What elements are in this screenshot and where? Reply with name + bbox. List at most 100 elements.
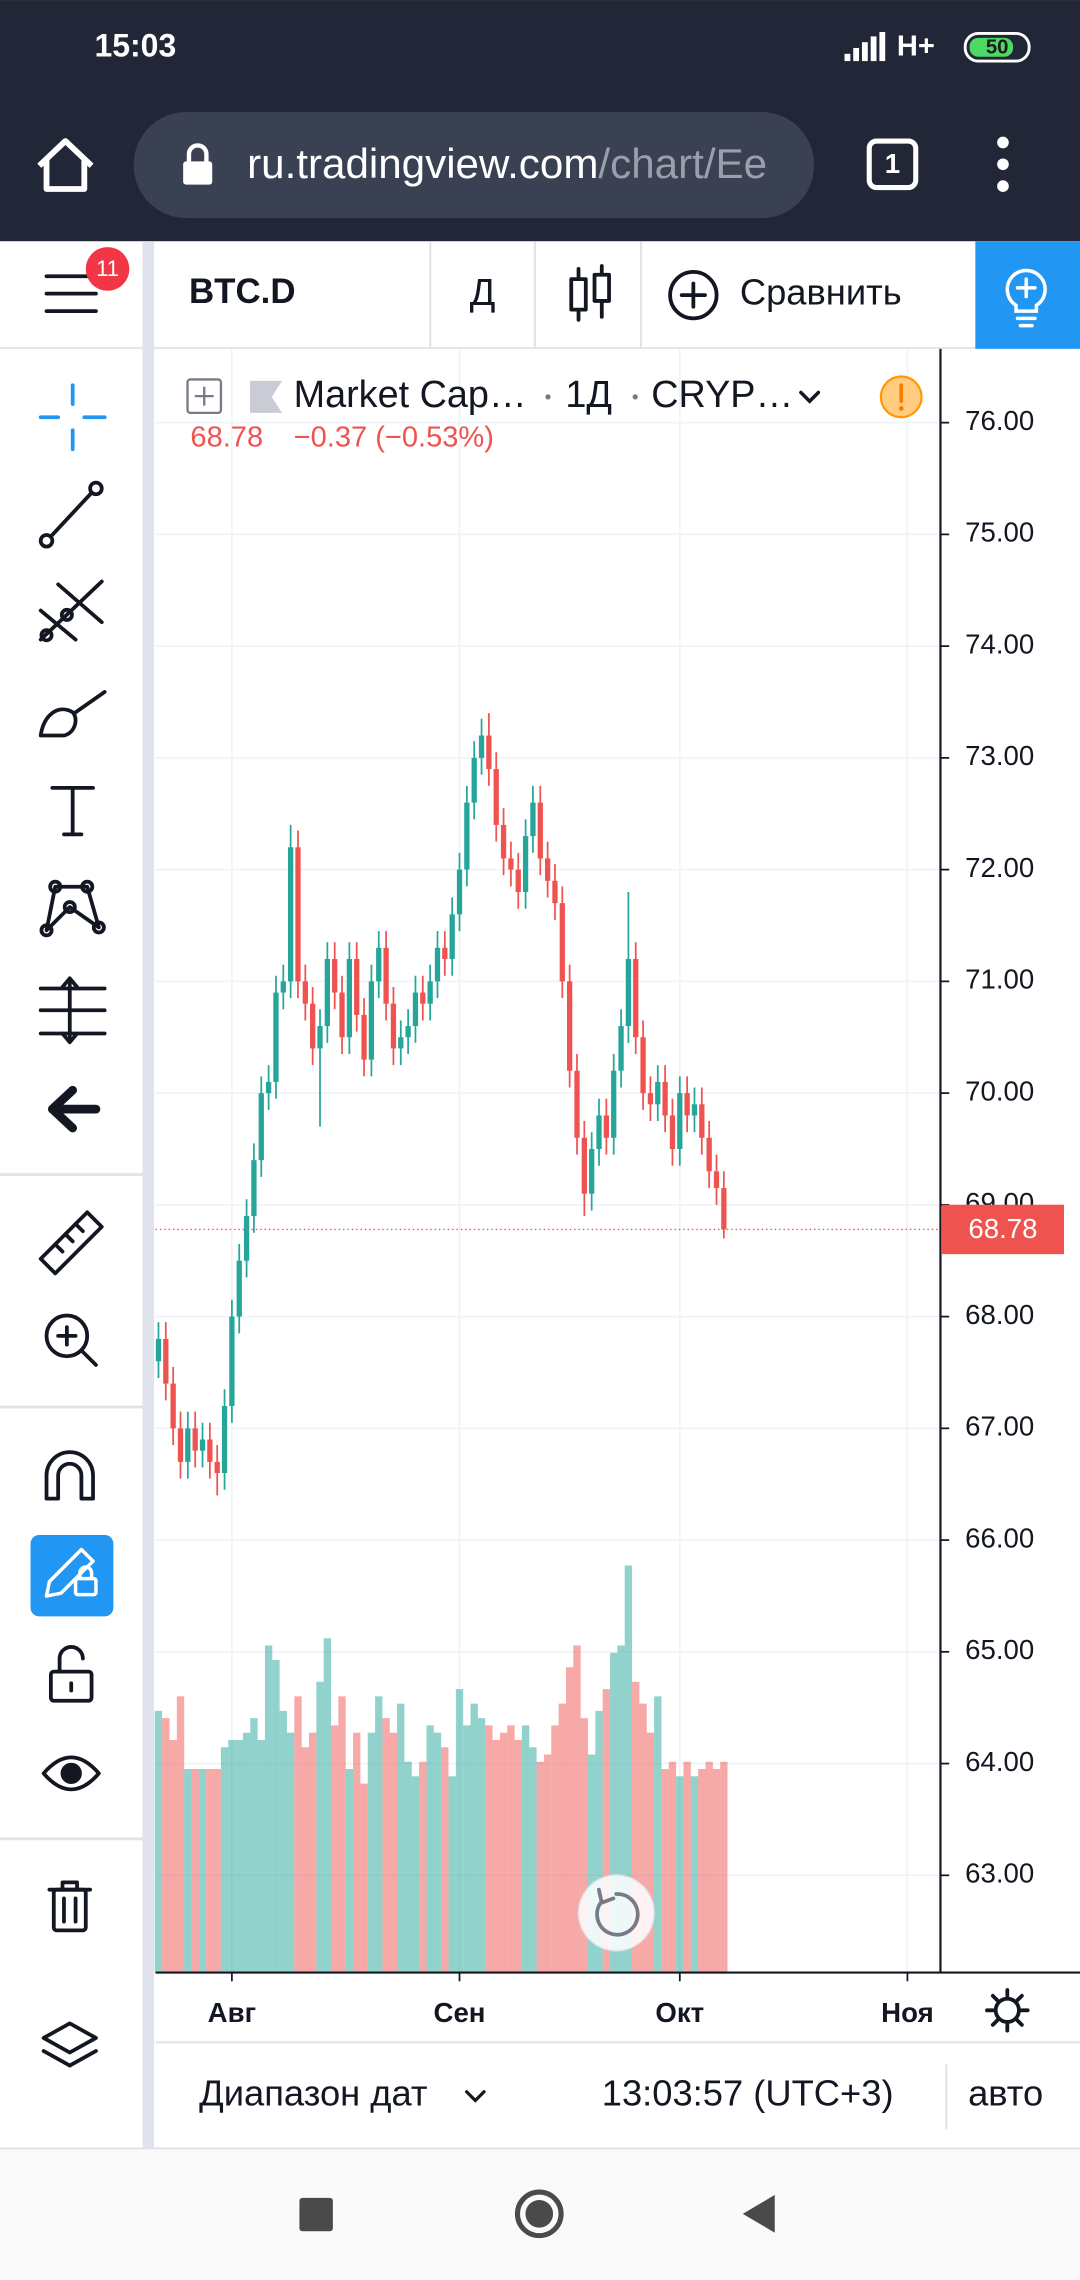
hide-toolbar-button[interactable] [47,1085,101,1133]
volume-bar [720,1761,728,1973]
network-type: H+ [897,31,935,63]
interval-button[interactable]: Д [470,272,496,314]
volume-bar [294,1696,302,1973]
candle-body [647,1093,654,1105]
nav-home[interactable] [514,2189,564,2239]
volume-bar [301,1747,309,1973]
volume-bar [382,1718,390,1973]
symbol[interactable]: BTC.D [189,272,296,311]
candle-body [662,1081,668,1116]
candle-body [721,1188,727,1230]
candle-body [464,802,470,870]
chart-style-button[interactable] [569,264,611,322]
crosshair-tool[interactable] [38,383,107,452]
candle-body [691,1104,698,1116]
stay-in-drawing-mode[interactable] [30,1535,114,1617]
legend-dot [545,394,551,400]
legend-chevron[interactable] [799,390,821,404]
home-button[interactable] [37,138,94,192]
top-toolbar [0,241,1080,349]
plot: 76.0075.0074.0073.0072.0071.0070.0069.00… [154,348,1034,2028]
volume-bar [191,1769,199,1973]
legend-flag [250,380,282,413]
compare-button[interactable]: Сравнить [740,272,902,313]
candle-body [295,847,301,982]
pattern-tool[interactable] [39,879,106,938]
candle-body [412,992,419,1027]
volume-bar [286,1732,295,1973]
volume-bar [198,1769,207,1973]
legend-last-value: 68.78 [190,422,263,454]
nav-back[interactable] [742,2194,775,2233]
volume-bar [323,1638,332,1973]
candle-body [574,1070,580,1138]
y-tick-label: 63.00 [965,1858,1034,1889]
candle-body [669,1115,676,1149]
volume-bar [558,1703,566,1973]
volume-bar [654,1696,662,1973]
candle-body [471,757,477,803]
legend-change: −0.37 (−0.53%) [294,422,494,454]
volume-bar [441,1747,449,1973]
legend-interval: 1Д [565,374,612,416]
volume-bar [536,1761,544,1973]
x-tick-label: Сен [434,1997,486,2028]
candle-body [192,1428,198,1451]
url-bar[interactable] [133,111,814,219]
volume-bar [521,1725,530,1973]
volume-bar [154,1710,163,1973]
volume-bar [610,1652,618,1973]
candle-body [706,1137,712,1172]
text-tool[interactable] [50,785,95,837]
volume-bar [551,1725,559,1973]
menu-button[interactable] [997,136,1009,192]
nav-recents[interactable] [299,2197,333,2232]
ruler-tool[interactable] [38,1210,104,1276]
volume-bar [316,1681,324,1973]
settings-button[interactable] [985,1988,1030,2033]
volume-bar [712,1769,721,1973]
volume-bar [411,1776,420,1973]
remove-tool[interactable] [47,1880,93,1933]
candle-body [332,959,338,993]
volume-bar [661,1769,669,1973]
volume-bar [213,1769,221,1973]
y-tick-label: 66.00 [965,1522,1034,1553]
notification-count: 11 [96,256,119,281]
reset-chart-button[interactable] [577,1874,655,1952]
candle-body [552,880,558,904]
brush-tool[interactable] [38,690,107,738]
fib-tool[interactable] [38,579,104,643]
date-range-button[interactable]: Диапазон дат [199,2073,428,2114]
lock-tool[interactable] [48,1645,94,1703]
auto-scale-button[interactable]: авто [968,2073,1043,2114]
volume-bar [338,1696,346,1973]
legend-collapse[interactable] [186,378,223,415]
trend-line-tool[interactable] [38,480,104,549]
notification-badge [85,247,130,291]
candle-body [493,769,499,825]
volume-bar [485,1725,493,1973]
zoom-tool[interactable] [44,1313,98,1367]
candle-body [229,1316,235,1406]
y-tick-label: 74.00 [965,628,1034,659]
candle-body [376,947,382,982]
candle-body [640,1037,646,1094]
candle-body [500,824,507,859]
volume-bar [367,1732,376,1973]
visibility-tool[interactable] [41,1755,101,1792]
candle-body [559,903,565,982]
candle-body [442,947,448,960]
prediction-tool[interactable] [38,976,107,1045]
candle-body [199,1439,206,1451]
object-tree-tool[interactable] [41,2021,98,2068]
volume-bar [433,1732,442,1973]
compare-icon[interactable] [668,269,719,321]
candle-body [486,735,492,770]
y-tick-label: 67.00 [965,1411,1034,1442]
tabs-button[interactable] [866,138,919,191]
magnet-tool[interactable] [44,1450,95,1501]
candle-body [699,1104,705,1138]
clock: 13:03:57 (UTC+3) [602,2073,894,2114]
